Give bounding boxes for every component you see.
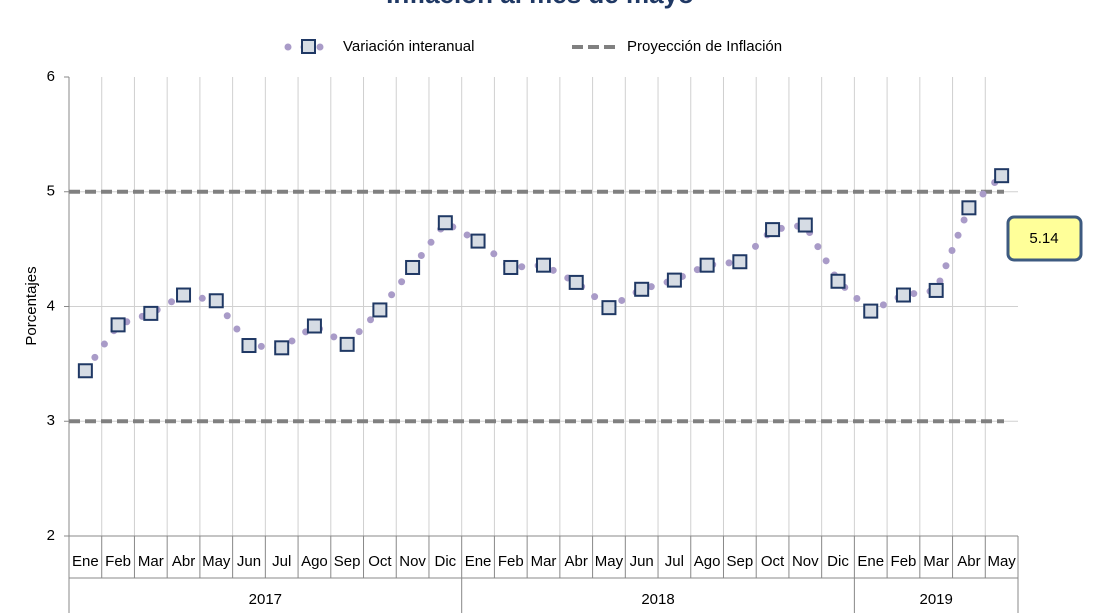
legend-label: Variación interanual (343, 38, 474, 55)
x-tick-label: Abr (565, 553, 588, 570)
legend-label: Proyección de Inflación (627, 38, 782, 55)
x-tick-label: Jul (665, 553, 684, 570)
marker (797, 217, 813, 233)
x-tick-label: Ene (857, 553, 884, 570)
x-tick-label: May (595, 553, 624, 570)
marker (732, 254, 748, 270)
marker (536, 257, 551, 273)
y-tick-label: 2 (47, 527, 55, 544)
marker (372, 302, 388, 318)
marker (77, 363, 93, 379)
y-tick-label: 3 (47, 412, 55, 429)
marker (994, 168, 1010, 184)
x-tick-label: Nov (399, 553, 426, 570)
x-tick-label: Jun (237, 553, 261, 570)
x-tick-label: Nov (792, 553, 819, 570)
marker (241, 338, 257, 354)
x-tick-label: May (987, 553, 1016, 570)
x-tick-label: Dic (434, 553, 456, 570)
x-tick-label: Ago (694, 553, 721, 570)
marker (339, 336, 355, 352)
x-group-label: 2019 (920, 591, 953, 608)
marker (863, 303, 879, 319)
marker (601, 300, 617, 316)
y-tick-label: 4 (47, 297, 55, 314)
x-tick-label: Ene (465, 553, 492, 570)
x-tick-label: Ago (301, 553, 328, 570)
x-tick-label: Feb (891, 553, 917, 570)
x-tick-label: Oct (761, 553, 785, 570)
x-group-label: 2018 (641, 591, 674, 608)
marker (306, 318, 322, 334)
x-tick-label: Mar (531, 553, 557, 570)
x-tick-label: Oct (368, 553, 392, 570)
marker (437, 215, 453, 231)
x-tick-label: Abr (172, 553, 195, 570)
x-group-label: 2017 (249, 591, 282, 608)
marker (176, 287, 192, 303)
marker (503, 259, 519, 275)
x-tick-label: Dic (827, 553, 849, 570)
chart-title: Inflación al mes de mayo (386, 0, 694, 9)
x-tick-label: Jun (630, 553, 654, 570)
series-line (81, 172, 1006, 375)
y-axis-label: Porcentajes (23, 266, 40, 345)
marker (765, 222, 781, 238)
marker (568, 274, 584, 290)
x-tick-label: Feb (105, 553, 131, 570)
marker (666, 272, 682, 288)
x-tick-label: Jul (272, 553, 291, 570)
marker (961, 200, 977, 216)
x-tick-label: Ene (72, 553, 99, 570)
x-tick-label: Feb (498, 553, 524, 570)
marker (110, 317, 126, 333)
marker (634, 281, 650, 297)
marker (405, 259, 421, 275)
x-tick-label: Sep (334, 553, 361, 570)
marker (895, 287, 911, 303)
x-tick-label: May (202, 553, 231, 570)
marker (470, 233, 486, 249)
marker (928, 282, 944, 298)
x-tick-label: Mar (138, 553, 164, 570)
callout-box (1006, 215, 1083, 262)
marker (143, 305, 159, 321)
marker (208, 293, 224, 309)
y-tick-label: 5 (47, 183, 55, 200)
marker (830, 273, 846, 289)
x-tick-label: Abr (957, 553, 980, 570)
x-tick-label: Sep (726, 553, 753, 570)
legend-marker (301, 39, 316, 54)
callout-label: 5.14 (1029, 230, 1058, 247)
x-tick-label: Mar (923, 553, 949, 570)
y-tick-label: 6 (47, 68, 55, 85)
marker (274, 340, 290, 356)
marker (699, 257, 715, 273)
